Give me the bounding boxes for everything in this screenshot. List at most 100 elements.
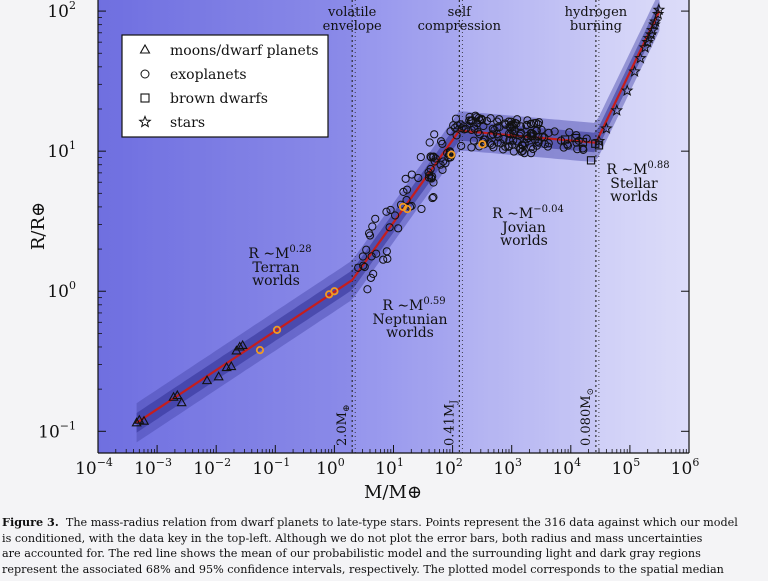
x-tick-label-6: 102 [434,456,463,479]
data-point-circle-46 [527,143,536,152]
data-point-circle-94 [429,178,438,187]
legend-label-2: exoplanets [170,67,247,83]
solar-system-mars-point [272,325,282,334]
transition-top-label-2-line-1: self [448,5,473,20]
y-tick-label-0: 10−1 [38,419,76,442]
data-point-circle-162 [509,147,518,156]
data-point-circle-193 [563,140,572,149]
data-point-circle-180 [527,129,536,138]
solar-system-neptune-point [403,204,412,214]
data-point-circle-37 [386,205,395,215]
region-3-shade [459,0,596,453]
data-point-circle-170 [456,120,465,129]
region-1-name-line-2: worlds [252,273,300,289]
data-point-circle-74 [499,134,508,144]
x-tick-label-8: 104 [552,456,581,479]
data-point-circle-132 [472,113,481,122]
x-tick-label-5: 101 [375,456,404,479]
data-point-triangle-0 [131,417,142,427]
data-point-circle-148 [461,124,471,134]
region-4-shade [595,0,689,453]
data-point-circle-160 [534,118,544,127]
data-point-circle-174 [492,129,502,139]
data-point-circle-163 [446,127,455,136]
caption-text-1: The mass-radius relation from dwarf plan… [65,516,738,529]
data-point-circle-36 [399,187,408,196]
caption-line-4: represent the associated 68% and 95% con… [2,562,724,576]
data-point-circle-115 [493,138,502,147]
data-point-circle-190 [544,128,553,137]
legend-square-icon [140,93,150,103]
caption-label: Figure 3. [2,515,59,529]
data-point-circle-156 [428,152,438,162]
region-1-relation: R ∼M0.28 [248,244,311,262]
region-4-name-line-1: Stellar [610,176,658,192]
data-point-circle-172 [509,129,518,139]
data-point-circle-178 [508,126,517,135]
data-point-star-4 [628,64,641,77]
data-point-circle-13 [358,252,367,261]
data-point-circle-104 [500,119,510,128]
data-point-circle-135 [522,135,531,144]
data-point-circle-38 [382,207,391,216]
transition-top-label-2-line-2: compression [418,19,502,34]
data-point-circle-8 [360,262,369,272]
legend-triangle-icon [139,43,151,54]
data-point-star-13 [644,27,658,40]
data-point-triangle-3 [168,391,179,401]
legend-star-icon [138,114,152,128]
data-point-circle-16 [430,130,439,139]
data-point-circle-33 [362,245,371,254]
data-point-circle-19 [367,252,376,261]
data-point-star-12 [648,18,661,31]
caption-line-2: is conditioned, with the data key in the… [2,531,703,545]
data-point-square-2 [578,137,588,147]
caption-line-1: Figure 3. The mass-radius relation from … [2,515,766,531]
x-tick-label-3: 10−1 [252,456,290,479]
x-tick-label-2: 10−2 [193,456,231,479]
caption-line-3: are accounted for. The red line shows th… [2,547,701,560]
x-tick-label-1: 10−3 [134,456,172,479]
region-4-relation: R ∼M0.88 [606,160,669,178]
data-point-circle-32 [417,204,426,214]
transition-top-label-1-line-2: envelope [323,19,382,34]
figure-caption: Figure 3. The mass-radius relation from … [2,515,766,577]
solar-system-mercury-point [255,345,265,355]
legend-entry-4: stars [138,114,205,131]
data-point-circle-204 [573,145,582,154]
data-point-square-0 [560,135,570,144]
region-3-name-line-2: worlds [500,233,548,249]
data-point-triangle-9 [226,360,237,371]
data-point-circle-29 [379,255,388,264]
data-point-circle-22 [425,138,434,147]
data-point-circle-173 [489,143,498,152]
data-point-circle-20 [359,261,368,270]
data-point-star-3 [620,84,634,97]
legend-label-1: moons/dwarf planets [170,43,319,59]
data-point-circle-28 [414,173,423,183]
region-4-name-line-2: worlds [610,189,658,205]
data-point-circle-9 [366,273,376,282]
data-point-circle-92 [526,149,536,158]
x-tick-label-9: 105 [612,456,641,479]
y-tick-label-2: 101 [47,139,76,162]
legend-entry-2: exoplanets [140,67,247,83]
data-point-circle-23 [402,195,411,205]
data-point-circle-131 [522,121,531,130]
data-point-circle-164 [504,142,513,151]
legend-label-4: stars [170,115,205,131]
data-point-triangle-11 [234,341,245,351]
solar-system-earth-point [330,287,339,296]
data-point-circle-199 [534,138,543,147]
data-point-star-2 [610,103,624,116]
transition-label-1: 2.0M⊕ [335,404,352,446]
data-point-star-0 [592,134,606,147]
data-point-square-3 [586,156,596,165]
data-point-triangle-6 [201,375,213,385]
data-point-circle-15 [407,170,416,179]
data-point-circle-31 [365,231,375,240]
data-point-circle-169 [517,140,527,150]
region-2-name-line-2: worlds [386,325,434,341]
transition-top-label-1-line-1: volatile [327,5,377,20]
data-point-circle-171 [469,136,478,145]
